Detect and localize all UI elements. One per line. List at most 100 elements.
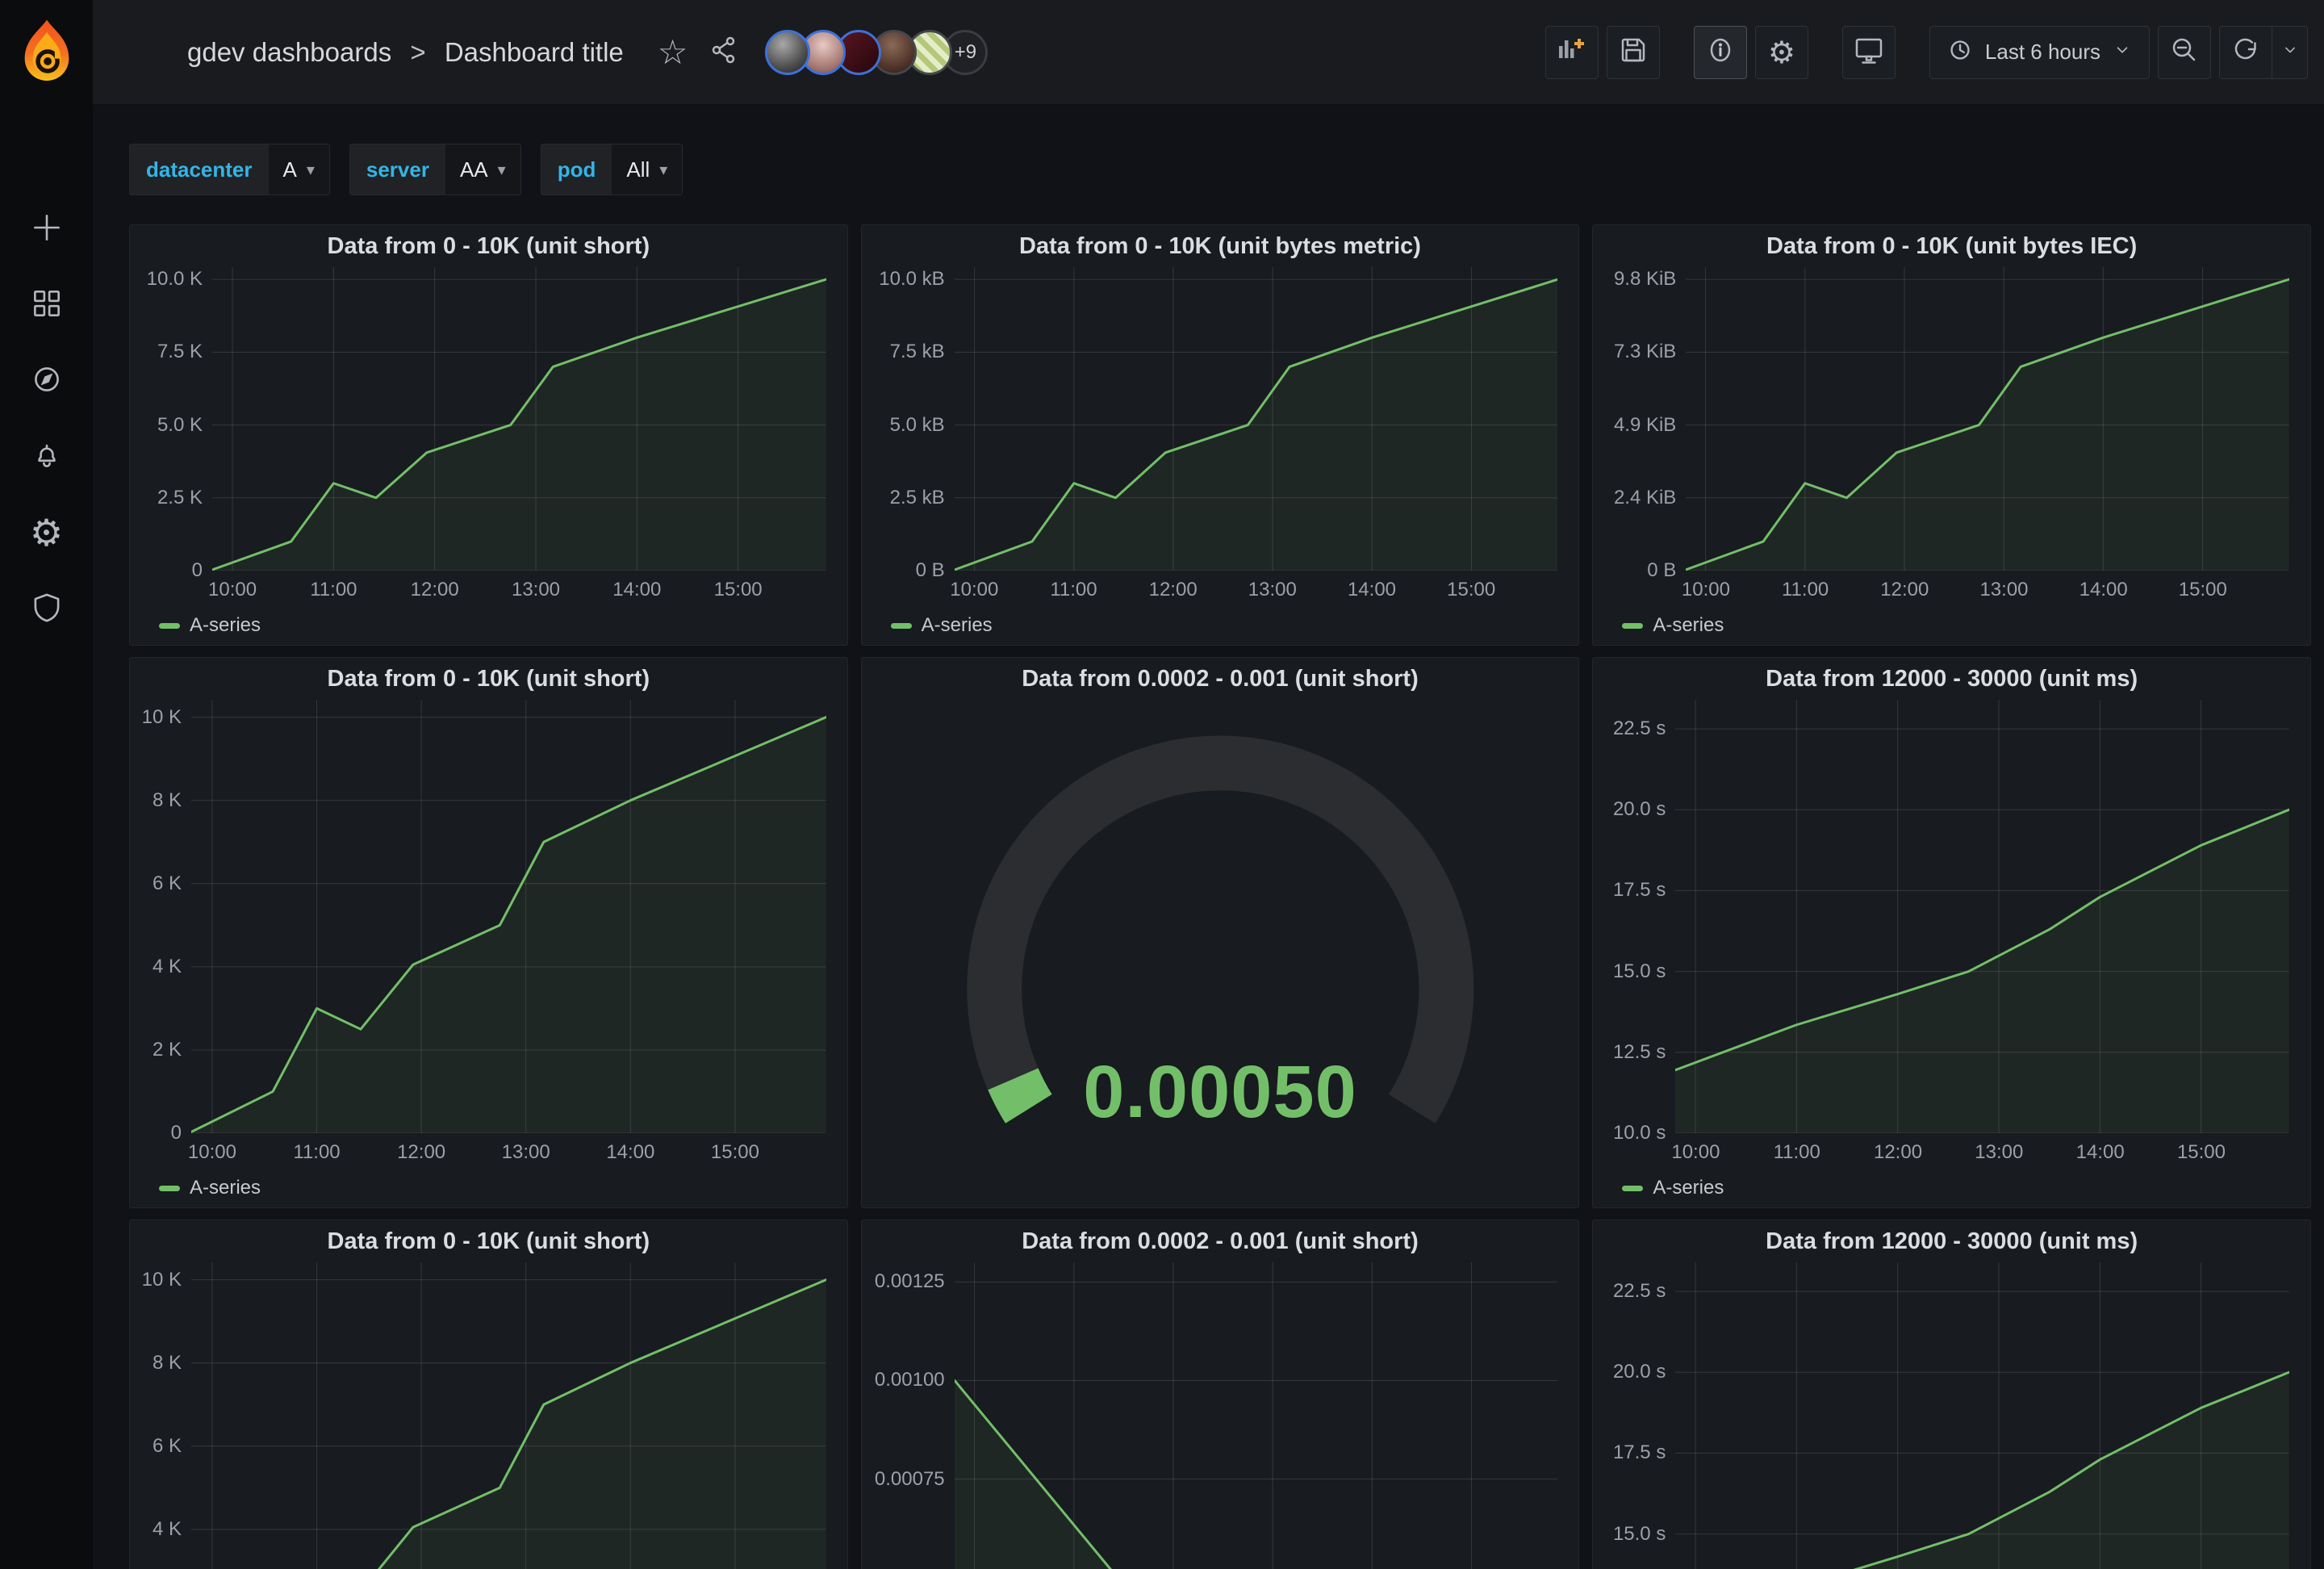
x-axis-tick-label: 10:00 [1671, 1141, 1720, 1164]
x-axis-tick-label: 13:00 [1975, 1141, 2023, 1164]
y-axis-tick-label: 6 K [153, 872, 182, 895]
panel-title[interactable]: Data from 0.0002 - 0.001 (unit short) [862, 1220, 1579, 1262]
y-axis-tick-label: 22.5 s [1613, 1280, 1666, 1303]
y-axis-tick-label: 0.00050 [875, 1567, 945, 1569]
legend-series-name[interactable]: A-series [1653, 614, 1724, 637]
panel-grid: Data from 0 - 10K (unit short)02.5 K5.0 … [93, 195, 2324, 1569]
x-axis-tick-label: 12:00 [397, 1141, 445, 1164]
clock-icon [1945, 35, 1975, 69]
breadcrumb-dashboard-title[interactable]: Dashboard title [445, 37, 624, 67]
variable-value-dropdown[interactable]: A▾ [269, 144, 329, 195]
sidebar-item-dashboards[interactable] [28, 287, 65, 324]
y-axis-tick-label: 2 K [153, 1039, 182, 1061]
sidebar-item-configuration[interactable]: ⚙ [28, 514, 65, 551]
variable-value-dropdown[interactable]: AA▾ [445, 144, 520, 195]
panel-title[interactable]: Data from 12000 - 30000 (unit ms) [1593, 1220, 2310, 1262]
y-axis-tick-label: 0 [192, 559, 203, 582]
refresh-icon [2228, 32, 2263, 72]
sidebar-nav: ⚙ [28, 211, 65, 627]
chart-plot[interactable] [191, 1262, 826, 1569]
chart-plot[interactable] [1686, 267, 2289, 571]
x-axis-tick-label: 11:00 [1782, 579, 1829, 601]
save-dashboard-button[interactable] [1607, 26, 1660, 79]
variable-datacenter: datacenterA▾ [129, 144, 330, 195]
gauge: 0.00050 [862, 700, 1579, 1207]
chart-plot[interactable] [955, 1262, 1558, 1569]
legend-series-name[interactable]: A-series [1653, 1177, 1724, 1199]
x-axis-tick-label: 14:00 [2076, 1141, 2125, 1164]
breadcrumb: gdev dashboards > Dashboard title [187, 37, 624, 68]
refresh-dashboard-button[interactable] [2219, 26, 2272, 79]
y-axis-tick-label: 10 K [142, 1269, 182, 1291]
time-range-label: Last 6 hours [1985, 40, 2100, 65]
chart-plot[interactable] [212, 267, 826, 571]
dashboard-toolbar: ⚙ Last 6 hours [1545, 26, 2308, 79]
avatar[interactable] [765, 30, 810, 75]
x-axis-tick-label: 11:00 [1774, 1141, 1820, 1164]
legend-series-name[interactable]: A-series [922, 614, 993, 637]
x-axis-tick-label: 12:00 [1874, 1141, 1922, 1164]
legend-series-name[interactable]: A-series [190, 614, 261, 637]
chart-plot[interactable] [191, 700, 826, 1133]
y-axis-tick-label: 17.5 s [1613, 879, 1666, 902]
y-axis-tick-label: 2.4 KiB [1614, 487, 1676, 509]
panel-title[interactable]: Data from 0 - 10K (unit short) [130, 658, 847, 700]
breadcrumb-separator: > [410, 37, 425, 67]
plus-icon [28, 209, 65, 250]
x-axis-tick-label: 13:00 [1979, 579, 2028, 601]
chart-legend: A-series [1593, 1169, 2310, 1207]
panel-title[interactable]: Data from 0 - 10K (unit short) [130, 225, 847, 267]
panel-title[interactable]: Data from 0 - 10K (unit bytes IEC) [1593, 225, 2310, 267]
panel-title[interactable]: Data from 12000 - 30000 (unit ms) [1593, 658, 2310, 700]
panel: Data from 0 - 10K (unit short)02 K4 K6 K… [129, 657, 848, 1208]
legend-series-name[interactable]: A-series [190, 1177, 261, 1199]
y-axis-tick-label: 7.5 kB [890, 341, 945, 363]
variable-server: serverAA▾ [349, 144, 521, 195]
panel-title[interactable]: Data from 0 - 10K (unit short) [130, 1220, 847, 1262]
zoom-out-time-button[interactable] [2158, 26, 2211, 79]
panel-title[interactable]: Data from 0 - 10K (unit bytes metric) [862, 225, 1579, 267]
y-axis-tick-label: 7.5 K [157, 341, 203, 363]
x-axis-tick-label: 10:00 [188, 1141, 236, 1164]
y-axis-tick-label: 17.5 s [1613, 1441, 1666, 1464]
sidebar-item-create[interactable] [28, 211, 65, 248]
sidebar-item-server-admin[interactable] [28, 590, 65, 627]
legend-swatch [891, 623, 912, 629]
variable-value-dropdown[interactable]: All▾ [612, 144, 682, 195]
x-axis-tick-label: 15:00 [2177, 1141, 2226, 1164]
panel-inspect-button[interactable] [1694, 26, 1747, 79]
refresh-interval-dropdown[interactable] [2272, 26, 2308, 79]
y-axis-tick-label: 20.0 s [1613, 1361, 1666, 1383]
variable-pod: podAll▾ [541, 144, 683, 195]
x-axis-tick-label: 12:00 [411, 579, 459, 601]
tv-icon [1851, 32, 1887, 72]
x-axis-tick-label: 14:00 [1348, 579, 1396, 601]
breadcrumb-folder[interactable]: gdev dashboards [187, 37, 391, 67]
panel-title[interactable]: Data from 0.0002 - 0.001 (unit short) [862, 658, 1579, 700]
chart-plot[interactable] [1675, 1262, 2289, 1569]
add-panel-button[interactable] [1545, 26, 1599, 79]
star-icon[interactable]: ☆ [658, 36, 688, 69]
time-range-picker[interactable]: Last 6 hours [1929, 26, 2150, 79]
info-icon [1703, 32, 1738, 72]
gear-icon: ⚙ [1768, 37, 1795, 68]
tv-kiosk-mode-button[interactable] [1842, 26, 1896, 79]
share-button[interactable] [708, 34, 741, 70]
chart-plot[interactable] [1675, 700, 2289, 1133]
sidebar-item-explore[interactable] [28, 362, 65, 400]
y-axis-tick-label: 8 K [153, 1352, 182, 1374]
sidebar-item-alerting[interactable] [28, 438, 65, 475]
y-axis-tick-label: 10 K [142, 706, 182, 729]
chart-plot[interactable] [955, 267, 1558, 571]
y-axis-tick-label: 10.0 s [1613, 1122, 1666, 1144]
panel: Data from 12000 - 30000 (unit ms)10.0 s1… [1592, 657, 2311, 1208]
dashboards-grid-icon [28, 285, 65, 326]
y-axis-tick-label: 5.0 kB [890, 414, 945, 437]
grafana-logo[interactable] [19, 18, 75, 91]
caret-down-icon: ▾ [659, 160, 667, 179]
sidebar: ⚙ [0, 0, 93, 1569]
dashboard-settings-button[interactable]: ⚙ [1755, 26, 1808, 79]
x-axis-tick-label: 11:00 [293, 1141, 340, 1164]
compass-icon [28, 361, 65, 402]
x-axis-tick-label: 12:00 [1880, 579, 1929, 601]
